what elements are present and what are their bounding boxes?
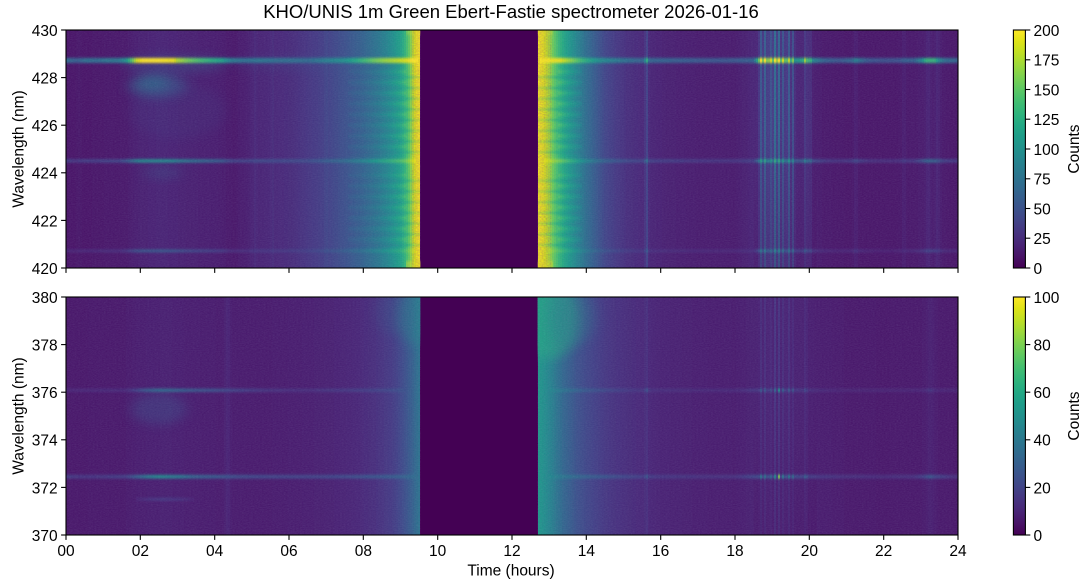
svg-text:40: 40 — [1034, 433, 1052, 450]
svg-text:18: 18 — [726, 543, 743, 560]
svg-text:380: 380 — [32, 290, 58, 307]
svg-text:25: 25 — [1034, 231, 1051, 248]
svg-text:175: 175 — [1034, 53, 1060, 70]
svg-text:KHO/UNIS 1m Green Ebert-Fastie: KHO/UNIS 1m Green Ebert-Fastie spectrome… — [263, 1, 759, 22]
svg-text:50: 50 — [1034, 201, 1052, 218]
svg-text:06: 06 — [280, 543, 297, 560]
svg-text:200: 200 — [1034, 23, 1060, 40]
svg-text:150: 150 — [1034, 82, 1060, 99]
svg-text:60: 60 — [1034, 385, 1052, 402]
svg-text:10: 10 — [429, 543, 447, 560]
svg-text:422: 422 — [32, 213, 58, 230]
svg-text:Counts: Counts — [1066, 124, 1083, 173]
svg-text:20: 20 — [801, 543, 819, 560]
svg-text:75: 75 — [1034, 172, 1051, 189]
svg-text:16: 16 — [652, 543, 669, 560]
svg-text:22: 22 — [875, 543, 892, 560]
svg-text:374: 374 — [32, 433, 58, 450]
svg-text:80: 80 — [1034, 338, 1052, 355]
svg-text:100: 100 — [1034, 142, 1060, 159]
svg-text:378: 378 — [32, 338, 58, 355]
svg-text:02: 02 — [132, 543, 149, 560]
svg-text:Wavelength (nm): Wavelength (nm) — [11, 357, 28, 474]
svg-text:424: 424 — [32, 166, 58, 183]
svg-text:08: 08 — [355, 543, 372, 560]
svg-text:24: 24 — [949, 543, 967, 560]
svg-text:100: 100 — [1034, 290, 1060, 307]
svg-text:04: 04 — [206, 543, 224, 560]
svg-text:376: 376 — [32, 385, 58, 402]
svg-text:370: 370 — [32, 528, 58, 545]
svg-text:Time (hours): Time (hours) — [467, 563, 554, 580]
svg-text:125: 125 — [1034, 112, 1060, 129]
svg-text:0: 0 — [1034, 261, 1043, 278]
svg-text:Wavelength (nm): Wavelength (nm) — [11, 90, 28, 207]
svg-text:372: 372 — [32, 480, 58, 497]
svg-text:426: 426 — [32, 118, 58, 135]
svg-text:Counts: Counts — [1066, 391, 1083, 440]
svg-text:430: 430 — [32, 23, 58, 40]
svg-text:12: 12 — [503, 543, 520, 560]
svg-text:428: 428 — [32, 71, 58, 88]
svg-text:420: 420 — [32, 261, 58, 278]
svg-text:20: 20 — [1034, 480, 1052, 497]
svg-text:0: 0 — [1034, 528, 1043, 545]
svg-text:00: 00 — [57, 543, 75, 560]
svg-text:14: 14 — [578, 543, 596, 560]
